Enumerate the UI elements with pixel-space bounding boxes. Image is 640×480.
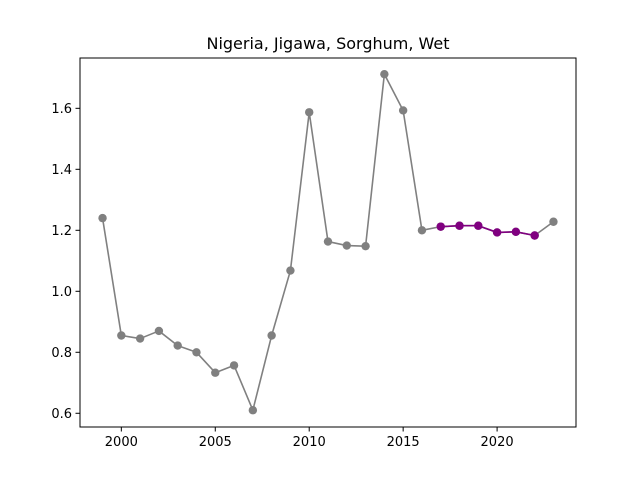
x-tick-label: 2020 bbox=[481, 435, 514, 450]
series-1-point bbox=[530, 231, 539, 240]
series-0-point bbox=[323, 237, 333, 246]
series-0-point bbox=[305, 108, 314, 117]
series-0-point bbox=[229, 361, 239, 370]
series-0-point bbox=[154, 326, 164, 336]
y-tick-label: 1.4 bbox=[51, 163, 72, 178]
chart-title: Nigeria, Jigawa, Sorghum, Wet bbox=[206, 34, 449, 53]
series-1-point bbox=[455, 221, 464, 230]
plot-area: 2000 2005 2010 2015 2020 0.6 0.8 1.0 1.2 1.4 1.6 bbox=[51, 57, 577, 450]
series-0-point bbox=[98, 213, 107, 223]
plot-frame bbox=[79, 57, 577, 428]
y-tick-label: 0.8 bbox=[51, 346, 72, 361]
series-0-point bbox=[417, 226, 427, 235]
y-tick-label: 0.6 bbox=[51, 407, 72, 422]
x-tick-label: 2000 bbox=[105, 435, 138, 450]
series-1-point bbox=[474, 221, 483, 230]
series-1-point bbox=[492, 228, 502, 237]
y-tick-label: 1.2 bbox=[51, 224, 72, 239]
x-tick-label: 2015 bbox=[387, 435, 420, 450]
series-0-point bbox=[173, 341, 182, 350]
series-0-point bbox=[549, 217, 558, 226]
series-0-point bbox=[135, 334, 145, 343]
y-tick-label: 1.6 bbox=[51, 102, 72, 117]
series-0-point bbox=[211, 368, 220, 377]
series-1-point bbox=[436, 222, 445, 231]
y-tick-label: 1.0 bbox=[51, 285, 72, 300]
series-0-point bbox=[117, 331, 126, 340]
series-0-point bbox=[286, 266, 295, 275]
series-0-point bbox=[380, 69, 389, 79]
x-tick-label: 2005 bbox=[199, 435, 232, 450]
x-tick-label: 2010 bbox=[293, 435, 326, 450]
series-0-point bbox=[398, 106, 408, 115]
series-0-point bbox=[248, 406, 258, 415]
series-0-point bbox=[192, 348, 201, 357]
series-0-point bbox=[267, 331, 276, 340]
series-0-point bbox=[361, 241, 370, 251]
series-0-point bbox=[342, 241, 351, 250]
series-1-point bbox=[511, 227, 521, 237]
